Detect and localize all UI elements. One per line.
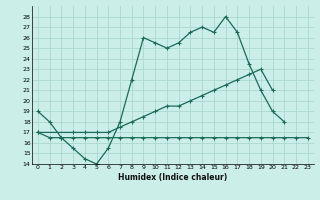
X-axis label: Humidex (Indice chaleur): Humidex (Indice chaleur) — [118, 173, 228, 182]
